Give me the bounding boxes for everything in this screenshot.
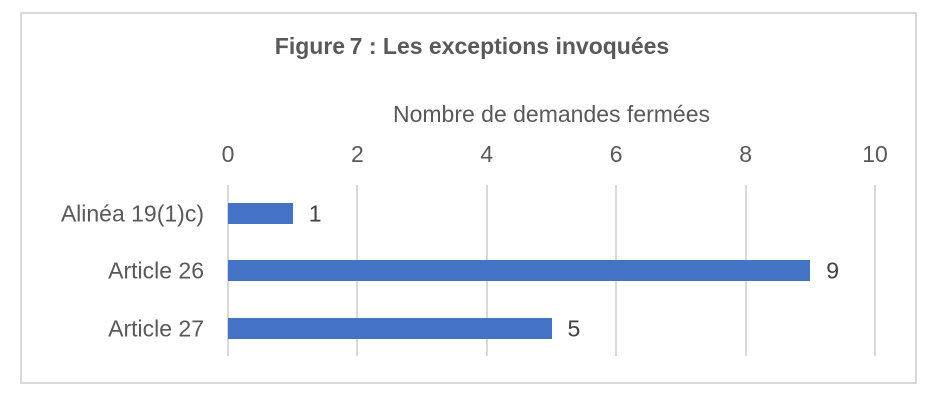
x-tick-label: 2	[350, 141, 364, 167]
x-tick-label: 10	[862, 141, 888, 167]
data-label: 9	[826, 257, 840, 283]
chart-title: Figure 7 : Les exceptions invoquées	[274, 33, 670, 59]
x-tick-label: 6	[609, 141, 623, 167]
bar	[228, 260, 811, 281]
data-label: 1	[308, 200, 322, 226]
gridline	[874, 185, 876, 356]
category-label: Alinéa 19(1)c)	[60, 200, 204, 226]
bar	[228, 203, 293, 224]
x-axis-title: Nombre de demandes fermées	[392, 101, 711, 127]
x-tick-label: 0	[221, 141, 235, 167]
bar	[228, 318, 552, 339]
x-tick-label: 8	[739, 141, 752, 167]
category-label: Article 27	[108, 315, 204, 341]
x-tick-label: 4	[480, 141, 494, 167]
category-label: Article 26	[108, 257, 204, 283]
data-label: 5	[567, 315, 581, 341]
